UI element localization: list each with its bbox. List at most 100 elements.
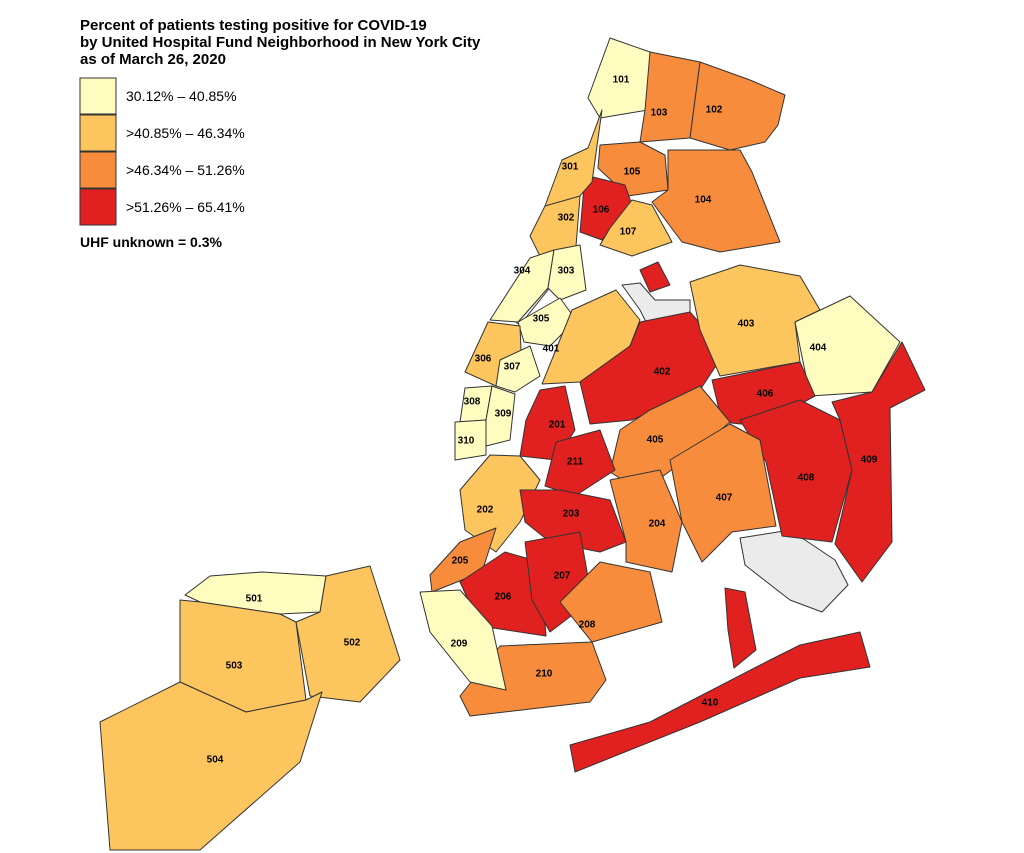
neighborhood: 204 (609, 469, 683, 573)
neighborhood-label: 104 (695, 195, 712, 206)
neighborhood-shape (419, 589, 507, 691)
note: UHF unknown = 0.3% (80, 234, 223, 250)
neighborhood-label: 501 (246, 594, 263, 605)
neighborhood-label: 201 (549, 420, 566, 431)
legend-label: 30.12% – 40.85% (126, 88, 237, 104)
neighborhood-label: 408 (798, 473, 815, 484)
neighborhood-label: 406 (757, 389, 774, 400)
title-line: by United Hospital Fund Neighborhood in … (80, 34, 481, 51)
legend-swatch (79, 114, 117, 152)
legend-label: >46.34% – 51.26% (126, 162, 245, 178)
neighborhood-shape (519, 489, 627, 553)
neighborhood-label: 210 (536, 669, 553, 680)
neighborhood-shape (295, 565, 401, 703)
neighborhood-shape (724, 587, 757, 669)
neighborhood: 203 (519, 489, 627, 553)
neighborhood: 409 (831, 341, 926, 583)
neighborhood-shape (587, 37, 651, 119)
neighborhood: 101 (587, 37, 651, 119)
neighborhood-label: 306 (475, 354, 492, 365)
neighborhood-label: 102 (706, 105, 723, 116)
neighborhood-label: 307 (504, 362, 521, 373)
neighborhood-shape (639, 261, 671, 293)
neighborhood-label: 208 (579, 620, 596, 631)
neighborhood-label: 203 (563, 509, 580, 520)
neighborhood-shape (559, 561, 663, 643)
neighborhood-label: 105 (624, 167, 641, 178)
neighborhood: 408 (739, 399, 853, 543)
neighborhood-shape (669, 423, 777, 563)
neighborhood-label: 305 (533, 314, 550, 325)
neighborhood-label: 204 (649, 519, 666, 530)
neighborhood-label: 402 (654, 367, 671, 378)
neighborhood-shape (569, 631, 871, 773)
neighborhood-label: 302 (558, 213, 575, 224)
neighborhood-label: 107 (620, 227, 637, 238)
neighborhood: 402 (579, 261, 726, 425)
neighborhood: 102 (689, 61, 786, 151)
neighborhood-label: 407 (716, 493, 733, 504)
neighborhood-label: 106 (593, 205, 610, 216)
neighborhood: 103 (639, 51, 701, 143)
neighborhood-shape (599, 199, 673, 257)
legend-swatch (79, 188, 117, 226)
neighborhood: 304 (489, 249, 555, 323)
neighborhood-label: 205 (452, 556, 469, 567)
neighborhood-label: 310 (458, 436, 475, 447)
neighborhood-label: 403 (738, 319, 755, 330)
neighborhood-shape (459, 454, 541, 553)
regions: 101 103 102 105 104 106 107 301 302 304 … (99, 37, 926, 851)
neighborhood-shape (544, 429, 616, 497)
neighborhood: 208 (559, 561, 663, 643)
neighborhood-shape (99, 681, 323, 851)
neighborhood-label: 207 (554, 571, 571, 582)
neighborhood-shape (609, 469, 683, 573)
neighborhood-label: 502 (344, 638, 361, 649)
neighborhood: 211 (544, 429, 616, 497)
neighborhood-label: 303 (558, 266, 575, 277)
neighborhood: 309 (485, 385, 516, 447)
neighborhood-shape (689, 61, 786, 151)
neighborhood-label: 206 (495, 592, 512, 603)
neighborhood-shape (429, 527, 497, 593)
neighborhood: 104 (651, 149, 781, 253)
neighborhood-shape (831, 341, 926, 583)
neighborhood: 202 (459, 454, 541, 553)
neighborhood-label: 304 (514, 266, 531, 277)
neighborhood-label: 308 (464, 397, 481, 408)
neighborhood-label: 211 (567, 457, 584, 468)
neighborhood-label: 504 (207, 755, 224, 766)
neighborhood-label: 301 (562, 162, 579, 173)
neighborhood-shape (739, 399, 853, 543)
legend-label: >51.26% – 65.41% (126, 199, 245, 215)
neighborhood: 407 (669, 423, 777, 563)
neighborhood-shape (651, 149, 781, 253)
neighborhood-label: 409 (861, 455, 878, 466)
title-line: as of March 26, 2020 (80, 51, 226, 68)
neighborhood: 107 (599, 199, 673, 257)
neighborhood-label: 309 (495, 409, 512, 420)
neighborhood-shape (639, 51, 701, 143)
neighborhood-shape (485, 385, 516, 447)
neighborhood: 209 (419, 589, 507, 691)
neighborhood: 310 (454, 419, 487, 461)
title-line: Percent of patients testing positive for… (80, 17, 427, 34)
legend-label: >40.85% – 46.34% (126, 125, 245, 141)
neighborhood: 307 (495, 345, 541, 393)
neighborhood: 410 (569, 587, 871, 773)
neighborhood: 502 (295, 565, 401, 703)
neighborhood-label: 503 (226, 661, 243, 672)
neighborhood-label: 404 (810, 343, 827, 354)
neighborhood: 303 (547, 244, 587, 301)
legend-swatch (79, 77, 117, 115)
neighborhood-label: 103 (651, 108, 668, 119)
legend: 30.12% – 40.85% >40.85% – 46.34% >46.34% –… (79, 77, 245, 226)
neighborhood-shape (547, 244, 587, 301)
neighborhood-label: 410 (702, 698, 719, 709)
neighborhood: 504 (99, 681, 323, 851)
neighborhood-label: 202 (477, 505, 494, 516)
neighborhood-label: 405 (647, 435, 664, 446)
neighborhood-label: 101 (613, 75, 630, 86)
neighborhood: 205 (429, 527, 497, 593)
